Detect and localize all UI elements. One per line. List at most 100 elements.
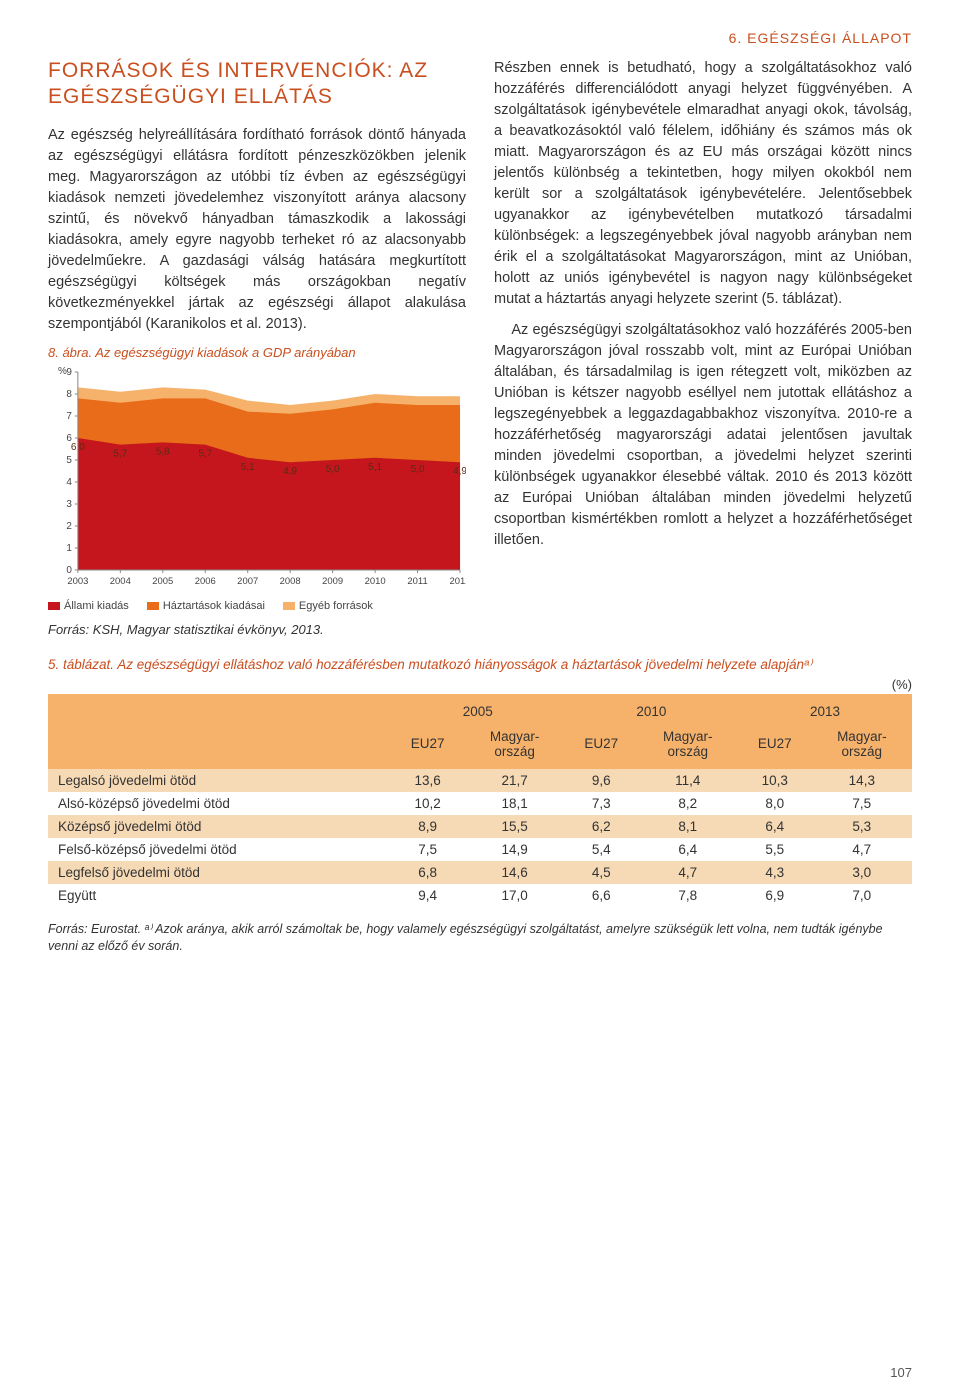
row-label: Legalsó jövedelmi ötöd <box>48 769 391 792</box>
table-cell: 5,3 <box>812 815 912 838</box>
table-cell: 6,4 <box>638 838 738 861</box>
table-row: Felső-középső jövedelmi ötöd7,514,95,46,… <box>48 838 912 861</box>
right-body-paragraph-2: Az egészségügyi szolgáltatásokhoz való h… <box>494 320 912 551</box>
table-year-header: 2010 <box>565 694 738 723</box>
chart-legend: Állami kiadás Háztartások kiadásai Egyéb… <box>48 600 466 612</box>
svg-text:5,8: 5,8 <box>156 446 170 457</box>
svg-text:5: 5 <box>66 455 72 466</box>
table-cell: 7,8 <box>638 884 738 907</box>
left-body-paragraph: Az egészség helyreállítására fordítható … <box>48 125 466 335</box>
table-cell: 3,0 <box>812 861 912 884</box>
svg-text:4: 4 <box>66 477 72 488</box>
table-cell: 6,8 <box>391 861 465 884</box>
svg-text:5,0: 5,0 <box>411 464 425 475</box>
table-row: Legalsó jövedelmi ötöd13,621,79,611,410,… <box>48 769 912 792</box>
svg-text:5,1: 5,1 <box>241 461 255 472</box>
right-body-paragraph-1: Részben ennek is betudható, hogy a szolg… <box>494 58 912 310</box>
table-cell: 14,3 <box>812 769 912 792</box>
table-row: Legfelső jövedelmi ötöd6,814,64,54,74,33… <box>48 861 912 884</box>
table-cell: 11,4 <box>638 769 738 792</box>
table-cell: 10,2 <box>391 792 465 815</box>
svg-text:2011: 2011 <box>407 576 427 587</box>
table-cell: 8,2 <box>638 792 738 815</box>
table-cell: 18,1 <box>465 792 565 815</box>
svg-text:5,0: 5,0 <box>326 464 340 475</box>
table-year-header: 2013 <box>738 694 912 723</box>
svg-text:1: 1 <box>66 543 72 554</box>
svg-text:2012: 2012 <box>450 576 466 587</box>
table-cell: 21,7 <box>465 769 565 792</box>
table-cell: 6,9 <box>738 884 812 907</box>
table-cell: 6,4 <box>738 815 812 838</box>
table-cell: 6,2 <box>565 815 638 838</box>
figure-caption: 8. ábra. Az egészségügyi kiadások a GDP … <box>48 345 466 360</box>
table-cell: 17,0 <box>465 884 565 907</box>
svg-text:5,7: 5,7 <box>198 448 212 459</box>
svg-text:9: 9 <box>66 367 72 378</box>
table-cell: 4,7 <box>638 861 738 884</box>
table-sub-header: Magyar-ország <box>465 723 565 769</box>
table-cell: 4,3 <box>738 861 812 884</box>
svg-text:2: 2 <box>66 521 72 532</box>
table-caption: 5. táblázat. Az egészségügyi ellátáshoz … <box>48 657 912 673</box>
svg-text:4,9: 4,9 <box>453 466 466 477</box>
table-row: Alsó-középső jövedelmi ötöd10,218,17,38,… <box>48 792 912 815</box>
table-year-header: 2005 <box>391 694 565 723</box>
table-cell: 7,5 <box>812 792 912 815</box>
svg-text:2003: 2003 <box>67 576 88 587</box>
table-footnote: Forrás: Eurostat. ᵃ⁾ Azok aránya, akik a… <box>48 921 912 956</box>
table-cell: 13,6 <box>391 769 465 792</box>
right-column: Részben ennek is betudható, hogy a szolg… <box>494 58 912 637</box>
table-cell: 8,0 <box>738 792 812 815</box>
data-table: 200520102013EU27Magyar-országEU27Magyar-… <box>48 694 912 907</box>
svg-text:2004: 2004 <box>110 576 131 587</box>
legend-item-b: Háztartások kiadásai <box>147 600 265 612</box>
table-cell: 4,5 <box>565 861 638 884</box>
svg-text:0: 0 <box>66 565 72 576</box>
table-cell: 10,3 <box>738 769 812 792</box>
svg-text:3: 3 <box>66 499 72 510</box>
table-cell: 6,6 <box>565 884 638 907</box>
table-cell: 9,4 <box>391 884 465 907</box>
table-sub-header: EU27 <box>565 723 638 769</box>
svg-text:2009: 2009 <box>322 576 343 587</box>
svg-text:2005: 2005 <box>152 576 173 587</box>
legend-item-c: Egyéb források <box>283 600 373 612</box>
page-number: 107 <box>890 1365 912 1380</box>
row-label: Felső-középső jövedelmi ötöd <box>48 838 391 861</box>
table-cell: 8,9 <box>391 815 465 838</box>
area-chart: 0123456789%6,05,75,85,75,14,95,05,15,04,… <box>48 364 466 594</box>
row-label: Legfelső jövedelmi ötöd <box>48 861 391 884</box>
left-column: FORRÁSOK ÉS INTERVENCIÓK: AZ EGÉSZSÉGÜGY… <box>48 58 466 637</box>
table-cell: 14,6 <box>465 861 565 884</box>
row-label: Alsó-középső jövedelmi ötöd <box>48 792 391 815</box>
table-sub-header: Magyar-ország <box>638 723 738 769</box>
svg-text:2008: 2008 <box>280 576 301 587</box>
svg-text:5,7: 5,7 <box>113 448 127 459</box>
two-column-layout: FORRÁSOK ÉS INTERVENCIÓK: AZ EGÉSZSÉGÜGY… <box>48 58 912 637</box>
table-cell: 8,1 <box>638 815 738 838</box>
svg-text:2007: 2007 <box>237 576 258 587</box>
chapter-header: 6. EGÉSZSÉGI ÁLLAPOT <box>48 30 912 46</box>
svg-text:%: % <box>58 366 67 377</box>
figure-source: Forrás: KSH, Magyar statisztikai évkönyv… <box>48 622 466 637</box>
table-cell: 5,5 <box>738 838 812 861</box>
svg-text:2010: 2010 <box>365 576 386 587</box>
svg-text:8: 8 <box>66 389 72 400</box>
table-cell: 4,7 <box>812 838 912 861</box>
table-cell: 15,5 <box>465 815 565 838</box>
section-title: FORRÁSOK ÉS INTERVENCIÓK: AZ EGÉSZSÉGÜGY… <box>48 58 466 111</box>
table-cell: 9,6 <box>565 769 638 792</box>
svg-text:4,9: 4,9 <box>283 466 297 477</box>
row-label: Együtt <box>48 884 391 907</box>
table-row: Együtt9,417,06,67,86,97,0 <box>48 884 912 907</box>
svg-text:2006: 2006 <box>195 576 216 587</box>
table-sub-header: EU27 <box>738 723 812 769</box>
svg-text:7: 7 <box>66 411 72 422</box>
table-sub-header: EU27 <box>391 723 465 769</box>
table-row: Középső jövedelmi ötöd8,915,56,28,16,45,… <box>48 815 912 838</box>
table-cell: 7,5 <box>391 838 465 861</box>
legend-item-a: Állami kiadás <box>48 600 129 612</box>
table-unit: (%) <box>48 677 912 692</box>
table-sub-header: Magyar-ország <box>812 723 912 769</box>
